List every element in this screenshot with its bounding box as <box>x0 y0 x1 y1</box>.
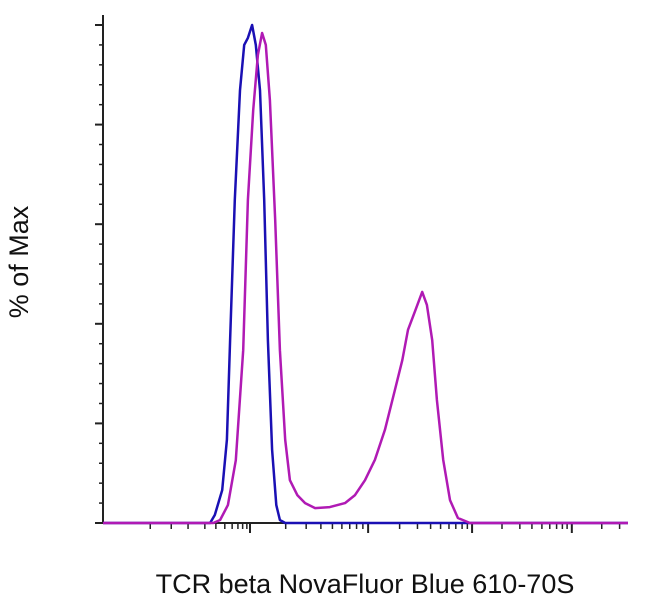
x-axis-label: TCR beta NovaFluor Blue 610-70S <box>156 569 575 599</box>
histogram-line <box>103 23 628 525</box>
y-axis-label: % of Max <box>4 205 34 318</box>
histogram-line <box>103 31 628 525</box>
